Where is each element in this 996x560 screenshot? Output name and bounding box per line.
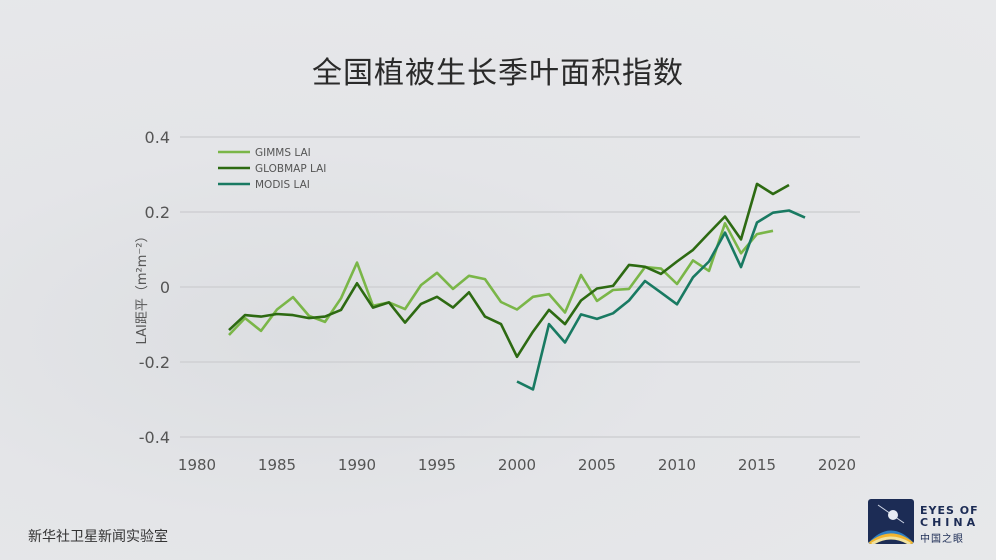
x-tick-label: 2005 [578,456,616,474]
legend-label: GIMMS LAI [255,147,311,159]
eyes-of-china-logo: EYES OF CHINA 中国之眼 [868,499,988,545]
series-line-modis [516,209,806,391]
y-tick-label: -0.4 [139,428,170,447]
x-tick-label: 1995 [418,456,456,474]
x-tick-label: 1985 [258,456,296,474]
x-tick-label: 2000 [498,456,536,474]
x-tick-label: 2015 [738,456,776,474]
x-tick-label: 1990 [338,456,376,474]
legend-label: GLOBMAP LAI [255,163,326,175]
series-line-gimms [228,222,774,336]
logo-line1: EYES OF [920,504,979,517]
series-line-globmap [228,182,790,359]
y-tick-label: 0.4 [145,128,170,147]
x-tick-label: 1980 [178,456,216,474]
legend-label: MODIS LAI [255,179,310,191]
y-tick-label: 0.2 [145,203,170,222]
x-tick-label: 2020 [818,456,856,474]
footer-credit: 新华社卫星新闻实验室 [28,529,168,545]
satellite-logo-icon [868,499,914,544]
y-tick-label: 0 [160,278,170,297]
y-tick-label: -0.2 [139,353,170,372]
chart-title: 全国植被生长季叶面积指数 [312,56,684,91]
x-tick-label: 2010 [658,456,696,474]
logo-line3: 中国之眼 [920,534,964,545]
logo-line2: CHINA [920,516,980,529]
y-axis-label: LAI距平（m²m⁻²） [135,230,150,345]
